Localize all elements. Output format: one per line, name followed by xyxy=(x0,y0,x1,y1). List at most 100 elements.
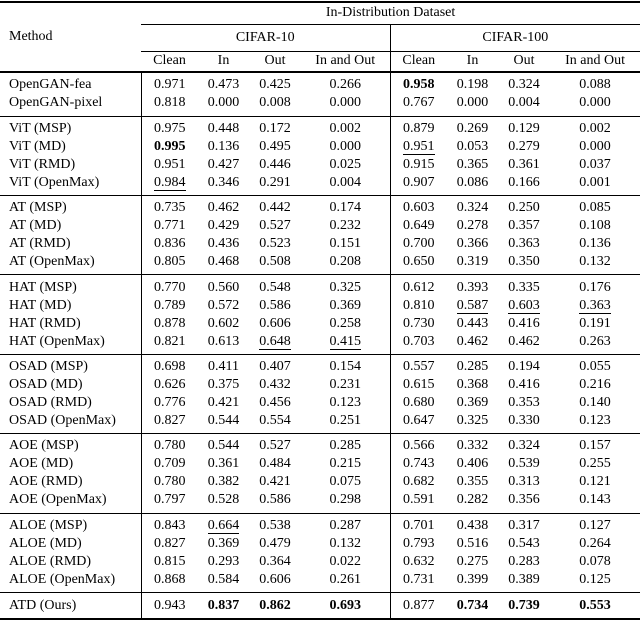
value-cell: 0.325 xyxy=(301,274,390,297)
value-text: 0.586 xyxy=(259,492,291,508)
value-cell: 0.586 xyxy=(249,491,301,513)
value-cell: 0.543 xyxy=(498,535,550,553)
value-text: 0.208 xyxy=(329,254,362,270)
method-cell: AT (MSP) xyxy=(0,195,141,218)
value-text: 0.771 xyxy=(154,218,186,234)
value-text: 0.572 xyxy=(207,297,240,313)
value-cell: 0.566 xyxy=(389,433,447,456)
value-text: 0.703 xyxy=(403,333,435,349)
value-cell: 0.442 xyxy=(249,195,301,218)
value-cell: 0.805 xyxy=(140,253,198,275)
method-cell: OSAD (OpenMax) xyxy=(9,413,116,429)
value-text: 0.361 xyxy=(207,456,240,472)
table-row: ALOE (OpenMax) 0.868 0.584 0.606 0.261 0.731 0… xyxy=(0,570,640,593)
table-row: OSAD (RMD) 0.776 0.421 0.456 0.123 0.680 0.369… xyxy=(0,394,640,412)
value-cell: 0.123 xyxy=(550,412,640,434)
value-cell: 0.468 xyxy=(198,253,249,275)
value-cell: 0.000 xyxy=(301,138,390,156)
value-text: 0.055 xyxy=(579,358,611,374)
value-cell: 0.282 xyxy=(447,491,498,513)
value-cell: 0.907 xyxy=(389,173,447,196)
value-text: 0.022 xyxy=(329,553,362,569)
value-text: 0.313 xyxy=(508,474,540,490)
value-cell: 0.632 xyxy=(389,552,447,571)
value-text: 0.151 xyxy=(329,236,362,252)
value-cell: 0.780 xyxy=(140,473,198,492)
method-cell: HAT (RMD) xyxy=(9,315,81,331)
value-cell: 0.810 xyxy=(389,296,447,315)
value-text: 0.000 xyxy=(456,95,489,111)
method-cell: AT (OpenMax) xyxy=(9,254,95,270)
value-text: 0.554 xyxy=(259,413,291,429)
value-text: 0.291 xyxy=(259,174,291,190)
value-cell: 0.448 xyxy=(198,115,249,138)
value-text: 0.407 xyxy=(259,358,291,374)
value-text: 0.523 xyxy=(259,236,291,252)
value-text: 0.129 xyxy=(508,120,540,136)
value-cell: 0.353 xyxy=(498,394,550,412)
value-cell: 0.554 xyxy=(249,412,301,434)
value-text: 0.818 xyxy=(154,95,186,111)
value-text: 0.194 xyxy=(508,358,540,374)
value-cell: 0.584 xyxy=(198,571,249,593)
value-text: 0.198 xyxy=(456,77,489,93)
value-text: 0.298 xyxy=(329,492,362,508)
value-cell: 0.121 xyxy=(550,473,640,491)
value-cell: 0.123 xyxy=(301,394,390,412)
value-text: 0.606 xyxy=(259,571,291,587)
method-cell: ALOE (RMD) xyxy=(9,553,92,569)
value-text: 0.878 xyxy=(154,315,186,331)
value-cell: 0.703 xyxy=(389,332,447,355)
value-text: 0.951 xyxy=(154,156,186,172)
value-text: 0.085 xyxy=(579,200,611,216)
value-cell: 0.335 xyxy=(498,274,550,297)
value-text: 0.269 xyxy=(456,120,489,136)
value-cell: 0.739 xyxy=(498,592,550,619)
value-text: 0.000 xyxy=(579,138,611,154)
value-cell: 0.527 xyxy=(249,217,301,235)
value-text: 0.743 xyxy=(403,456,435,472)
value-text: 0.432 xyxy=(259,377,291,393)
value-cell: 0.770 xyxy=(140,274,198,297)
value-text: 0.421 xyxy=(259,474,291,490)
value-text: 0.739 xyxy=(508,597,540,613)
value-cell: 0.261 xyxy=(301,571,390,593)
value-text: 0.975 xyxy=(154,120,186,136)
value-text: 0.355 xyxy=(456,474,489,490)
value-text: 0.382 xyxy=(207,474,240,490)
table-row: ALOE (MSP) 0.843 0.664 0.538 0.287 0.701 0.438… xyxy=(0,512,640,535)
value-text: 0.557 xyxy=(403,358,435,374)
value-text: 0.000 xyxy=(579,95,611,111)
value-text: 0.484 xyxy=(259,456,291,472)
value-text: 0.698 xyxy=(154,358,186,374)
value-text: 0.815 xyxy=(154,553,186,569)
method-cell: AOE (MSP) xyxy=(0,433,141,456)
value-cell: 0.406 xyxy=(447,456,498,474)
col-header-c100-clean: Clean xyxy=(389,51,447,73)
value-cell: 0.324 xyxy=(447,195,498,218)
method-cell: AT (RMD) xyxy=(9,236,71,252)
value-cell: 0.283 xyxy=(498,553,550,571)
value-cell: 0.129 xyxy=(498,115,550,138)
value-cell: 0.154 xyxy=(301,353,390,377)
value-cell: 0.836 xyxy=(140,235,198,254)
value-text: 0.560 xyxy=(207,279,240,295)
value-text: 0.709 xyxy=(154,456,186,472)
value-text: 0.215 xyxy=(329,456,362,472)
value-text: 0.995 xyxy=(154,138,186,154)
value-text: 0.266 xyxy=(329,77,362,93)
value-cell: 0.350 xyxy=(498,253,550,275)
table-row: ViT (MD) 0.995 0.136 0.495 0.000 0.951 0.053 0.… xyxy=(0,137,640,156)
value-cell: 0.317 xyxy=(498,512,550,535)
value-text: 0.584 xyxy=(207,571,240,587)
value-text: 0.000 xyxy=(329,95,362,111)
method-cell: ViT (MSP) xyxy=(0,115,141,138)
value-text: 0.543 xyxy=(508,535,540,551)
value-text: 0.647 xyxy=(403,413,435,429)
value-text: 0.263 xyxy=(579,333,611,349)
value-text: 0.626 xyxy=(154,377,186,393)
table-row: ViT (MSP) 0.975 0.448 0.172 0.002 0.879 0.269 0… xyxy=(0,115,640,138)
value-text: 0.325 xyxy=(329,279,362,295)
value-cell: 0.767 xyxy=(389,94,447,117)
method-cell: AT (MD) xyxy=(9,218,62,234)
